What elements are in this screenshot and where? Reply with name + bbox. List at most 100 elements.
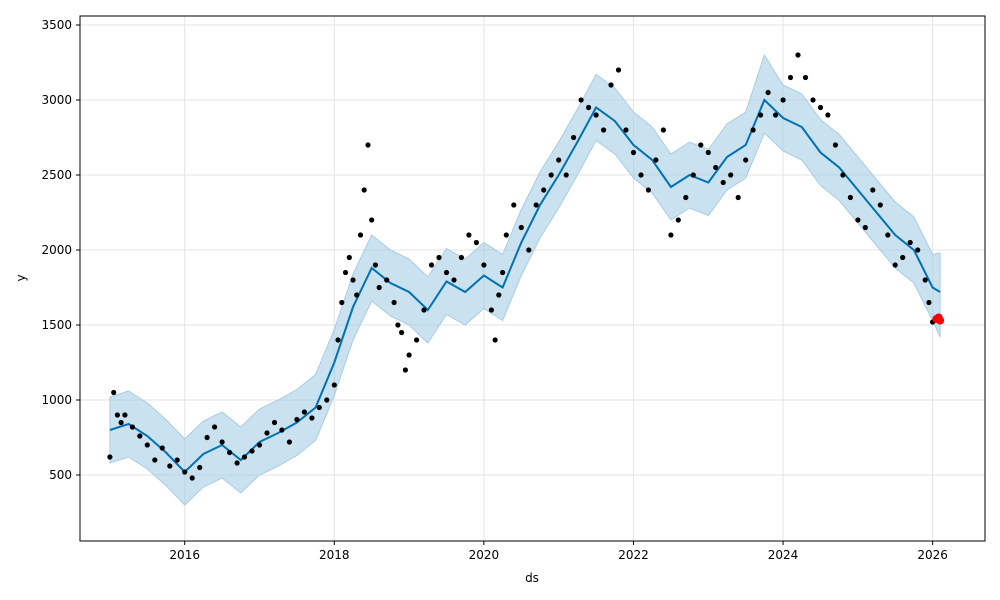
uncertainty-band: [109, 53, 941, 506]
observed-point: [810, 97, 816, 103]
observed-point: [488, 307, 494, 313]
observed-point: [735, 194, 741, 201]
y-tick-label: 3000: [41, 93, 72, 107]
observed-point: [197, 464, 203, 471]
observed-point: [653, 157, 659, 163]
observed-point: [406, 352, 412, 358]
observed-point: [249, 448, 255, 454]
observed-point: [339, 299, 345, 306]
observed-point: [365, 142, 371, 148]
observed-point: [114, 412, 120, 418]
observed-point: [705, 149, 711, 156]
observed-point: [877, 202, 883, 208]
observed-point: [391, 299, 397, 306]
observed-point: [167, 463, 173, 469]
uncertainty-band-layer: [109, 53, 941, 506]
observed-point: [518, 224, 524, 231]
observed-point: [832, 142, 839, 148]
x-tick-label: 2016: [169, 548, 200, 562]
observed-point: [541, 187, 547, 193]
observed-point: [922, 277, 928, 283]
observed-point: [668, 232, 674, 238]
observed-point: [855, 217, 861, 223]
observed-point: [182, 469, 188, 475]
observed-point: [421, 307, 427, 313]
observed-point: [563, 172, 569, 178]
observed-point: [118, 419, 124, 426]
observed-point: [301, 409, 307, 415]
observed-point: [350, 277, 356, 283]
observed-point: [608, 82, 614, 88]
x-tick-label: 2026: [917, 548, 948, 562]
observed-point: [414, 337, 420, 343]
observed-point: [395, 322, 401, 328]
observed-point: [660, 127, 667, 133]
observed-point: [713, 164, 719, 171]
observed-point: [926, 299, 932, 306]
observed-point: [376, 284, 382, 291]
observed-point: [428, 262, 435, 268]
observed-point: [765, 89, 771, 96]
observed-point: [900, 254, 906, 261]
plot-frame: [79, 15, 986, 542]
observed-point: [630, 149, 637, 156]
observed-point: [309, 415, 315, 421]
observed-point: [212, 424, 218, 430]
observed-point: [219, 439, 225, 445]
observed-point: [533, 202, 539, 208]
observed-point: [137, 433, 143, 439]
observed-point: [720, 179, 726, 186]
observed-point: [698, 142, 704, 148]
observed-point: [743, 157, 749, 163]
observed-point: [758, 112, 764, 118]
observed-point: [451, 277, 457, 283]
y-axis-label: y: [14, 274, 28, 281]
observed-points-layer: [107, 52, 936, 481]
observed-point: [795, 52, 801, 58]
observed-point: [189, 475, 195, 481]
x-tick-label: 2020: [469, 548, 500, 562]
observed-point: [227, 449, 233, 456]
observed-point: [436, 254, 442, 261]
observed-point: [500, 269, 506, 276]
observed-point: [885, 232, 891, 238]
observed-point: [324, 397, 330, 403]
observed-point: [862, 224, 868, 231]
observed-point: [787, 74, 794, 81]
observed-point: [402, 367, 408, 373]
observed-point: [907, 239, 913, 246]
observed-point: [593, 112, 599, 118]
observed-point: [264, 430, 270, 436]
future-point: [936, 316, 945, 325]
x-tick-label: 2022: [618, 548, 649, 562]
observed-point: [399, 329, 405, 336]
observed-point: [361, 187, 367, 193]
observed-point: [615, 67, 622, 73]
observed-point: [346, 254, 352, 261]
observed-point: [384, 277, 390, 283]
observed-point: [571, 134, 577, 141]
observed-point: [234, 460, 240, 466]
future-points-layer: [932, 313, 945, 325]
observed-point: [481, 262, 487, 268]
observed-point: [578, 97, 584, 103]
x-axis-ticks: 2016 2018 2020 2022 2024 2026: [169, 541, 948, 562]
observed-point: [492, 337, 498, 343]
observed-point: [870, 187, 876, 193]
y-tick-label: 2500: [41, 168, 72, 182]
observed-point: [174, 457, 180, 463]
observed-point: [556, 157, 562, 163]
observed-point: [152, 457, 158, 463]
observed-point: [335, 337, 341, 343]
observed-point: [915, 247, 921, 253]
observed-point: [601, 127, 607, 133]
observed-point: [443, 269, 450, 276]
x-axis-label: ds: [525, 571, 539, 585]
observed-point: [526, 247, 532, 253]
observed-point: [271, 419, 278, 426]
observed-point: [129, 424, 135, 430]
observed-point: [728, 172, 734, 178]
observed-point: [473, 239, 479, 246]
observed-point: [144, 442, 150, 448]
